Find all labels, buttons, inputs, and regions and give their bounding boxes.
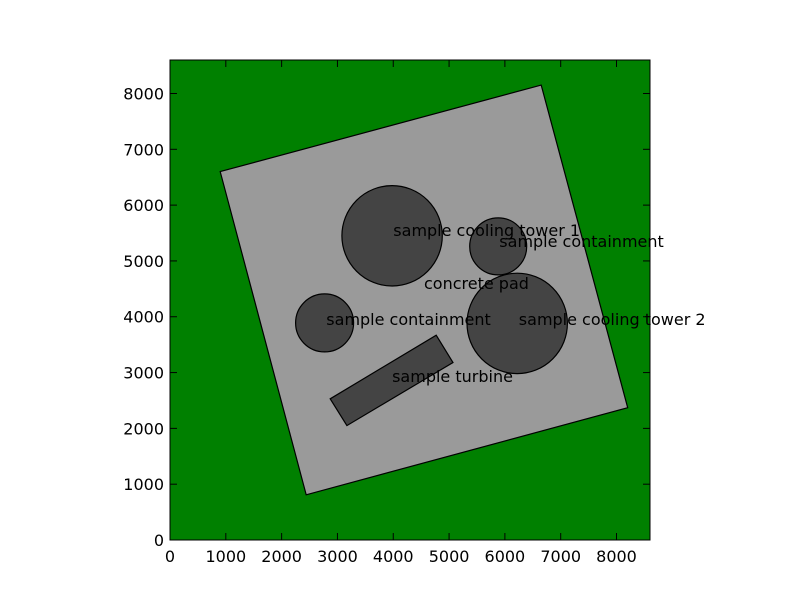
sample-containment-shape [469,217,528,276]
x-tick-label: 4000 [373,547,414,566]
x-tick-label: 3000 [317,547,358,566]
concrete-pad-label: concrete pad [424,274,529,293]
x-tick-label: 1000 [205,547,246,566]
concrete-pad-shape [219,84,629,496]
y-tick-label: 3000 [123,364,164,383]
x-tick-label: 5000 [429,547,470,566]
y-tick-label: 2000 [123,419,164,438]
sample-cooling-tower-1-shape [341,185,443,287]
y-tick-label: 1000 [123,475,164,494]
x-tick-label: 0 [165,547,175,566]
shapes-layer [219,84,629,496]
sample-turbine-shape [329,334,454,427]
x-tick-label: 2000 [261,547,302,566]
sample-turbine-label: sample turbine [392,367,513,386]
y-tick-label: 7000 [123,140,164,159]
sample-cooling-tower-2-label: sample cooling tower 2 [519,310,706,329]
y-tick-label: 5000 [123,252,164,271]
y-tick-label: 4000 [123,308,164,327]
x-tick-label: 7000 [540,547,581,566]
y-axis: 0 1000 2000 3000 4000 5000 6000 7000 8000 [123,84,650,550]
sample-cooling-tower-2-shape [466,272,569,375]
y-tick-label: 6000 [123,196,164,215]
sample-containment-label: sample containment [499,232,664,251]
sample-cooling-tower-1-label: sample cooling tower 1 [393,221,580,240]
x-tick-label: 6000 [485,547,526,566]
plot-frame [169,59,651,541]
x-tick-label: 8000 [596,547,637,566]
y-tick-label: 8000 [123,84,164,103]
x-axis: 0 1000 2000 3000 4000 5000 6000 7000 8000 [165,60,637,566]
y-tick-label: 0 [154,531,164,550]
sample-containment-label: sample containment [326,310,491,329]
sample-containment-shape [295,293,355,353]
